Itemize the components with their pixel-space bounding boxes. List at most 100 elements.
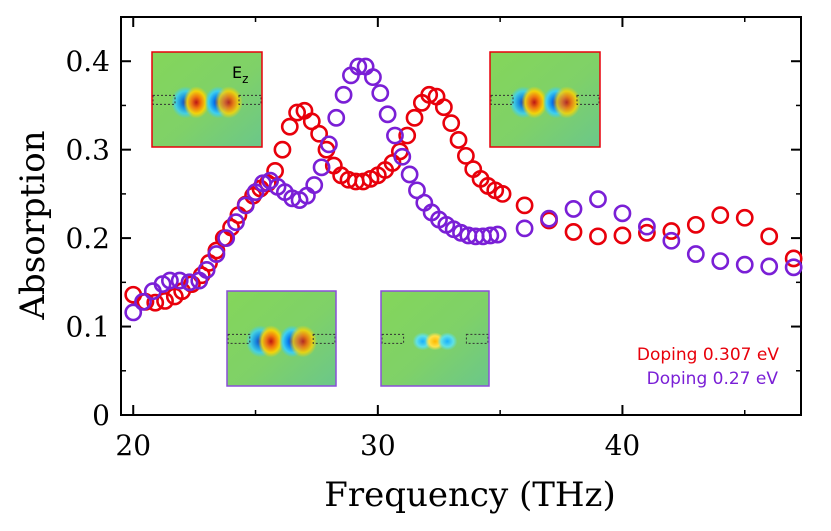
field-lobe [257, 325, 284, 358]
marker-doping-027 [515, 219, 534, 238]
marker-doping-0307 [637, 223, 656, 242]
marker-doping-0307 [515, 196, 534, 215]
marker-doping-0307 [456, 146, 475, 165]
inset-top-left: Ez [151, 51, 263, 148]
inset-border [226, 290, 337, 387]
marker-doping-027 [207, 245, 226, 263]
field-insets: Ez [151, 51, 601, 387]
marker-doping-027 [320, 135, 338, 154]
marker-doping-027 [481, 226, 500, 245]
marker-doping-027 [564, 200, 583, 218]
field-lobe [214, 86, 243, 119]
marker-doping-027 [637, 217, 656, 236]
marker-doping-027 [540, 209, 558, 228]
marker-doping-027 [784, 258, 803, 277]
marker-doping-027 [334, 85, 353, 104]
marker-doping-027 [760, 257, 779, 276]
marker-doping-027 [197, 261, 216, 279]
marker-doping-027 [217, 229, 236, 248]
marker-doping-0307 [420, 85, 439, 104]
marker-doping-027 [349, 57, 368, 76]
y-tick-label-0.3: 0.3 [65, 134, 110, 167]
graphene-strip-left [227, 333, 251, 344]
marker-doping-027 [488, 225, 507, 244]
marker-doping-027 [386, 126, 404, 145]
marker-doping-0307 [398, 126, 417, 145]
field-lobe [552, 86, 581, 119]
marker-doping-027 [124, 303, 143, 322]
marker-doping-0307 [273, 140, 292, 159]
data-markers [124, 57, 803, 322]
graphene-strip-right [238, 94, 262, 105]
marker-doping-027 [170, 271, 189, 290]
x-tick-label-40: 40 [605, 429, 641, 462]
graphene-strip-left [490, 94, 514, 105]
x-tick-label-30: 30 [360, 429, 396, 462]
inset-border [489, 51, 601, 148]
marker-doping-0307 [760, 227, 779, 246]
marker-doping-027 [589, 190, 607, 209]
marker-doping-0307 [310, 124, 329, 143]
graphene-strip-right [465, 333, 489, 344]
marker-doping-0307 [146, 293, 165, 312]
marker-doping-027 [327, 108, 346, 127]
marker-doping-027 [161, 271, 179, 290]
axis-ticks: 20 30 40 0 0.1 0.2 0.3 0.4 [65, 17, 801, 462]
field-lobe [183, 86, 210, 119]
y-tick-label-0.4: 0.4 [65, 45, 110, 78]
field-lobe [521, 86, 548, 119]
marker-doping-0307 [493, 184, 512, 203]
marker-doping-027 [236, 196, 255, 215]
marker-doping-0307 [589, 227, 607, 246]
y-axis-title: Absorption [13, 130, 53, 320]
marker-doping-027 [378, 105, 397, 124]
graphene-strip-right [576, 94, 600, 105]
marker-doping-0307 [735, 208, 754, 227]
marker-doping-0307 [280, 117, 299, 136]
inset-top-right [489, 51, 601, 148]
marker-doping-0307 [686, 215, 705, 234]
marker-doping-027 [735, 255, 754, 274]
marker-doping-027 [134, 292, 152, 311]
x-axis-title: Frequency (THz) [324, 475, 615, 515]
marker-doping-027 [393, 147, 412, 166]
marker-doping-0307 [288, 103, 307, 122]
marker-doping-0307 [442, 114, 461, 133]
inset-bottom-center [380, 290, 490, 387]
y-tick-label-0.2: 0.2 [65, 222, 110, 255]
marker-doping-027 [686, 245, 705, 263]
marker-doping-027 [613, 204, 632, 223]
y-tick-label-0: 0 [92, 399, 110, 432]
marker-doping-0307 [449, 131, 468, 149]
marker-doping-0307 [613, 226, 632, 245]
marker-doping-0307 [156, 292, 174, 310]
marker-doping-0307 [662, 222, 681, 240]
inset-border [380, 290, 490, 387]
graphene-strip-right [312, 333, 336, 344]
field-lobe [437, 332, 458, 351]
marker-doping-027 [180, 273, 199, 292]
marker-doping-0307 [434, 98, 453, 117]
marker-doping-0307 [784, 249, 803, 268]
graphene-strip-left [152, 94, 176, 105]
marker-doping-0307 [405, 108, 424, 127]
marker-doping-027 [400, 165, 419, 184]
marker-doping-0307 [564, 223, 583, 241]
marker-doping-027 [305, 176, 324, 194]
marker-doping-027 [371, 84, 390, 102]
inset-bottom-left [226, 290, 337, 387]
marker-doping-0307 [711, 206, 730, 225]
marker-doping-027 [227, 213, 245, 232]
x-tick-label-20: 20 [115, 429, 151, 462]
field-lobe [289, 325, 318, 358]
graphene-strip-left [381, 333, 405, 344]
legend-entry-doping-027: Doping 0.27 eV [647, 369, 779, 389]
legend-entry-doping-0307: Doping 0.307 eV [637, 345, 780, 365]
marker-doping-027 [312, 158, 331, 177]
marker-doping-027 [662, 231, 681, 250]
inset-field-label: Ez [232, 63, 248, 86]
y-tick-label-0.1: 0.1 [65, 311, 110, 344]
marker-doping-027 [711, 252, 730, 271]
marker-doping-027 [364, 68, 382, 87]
